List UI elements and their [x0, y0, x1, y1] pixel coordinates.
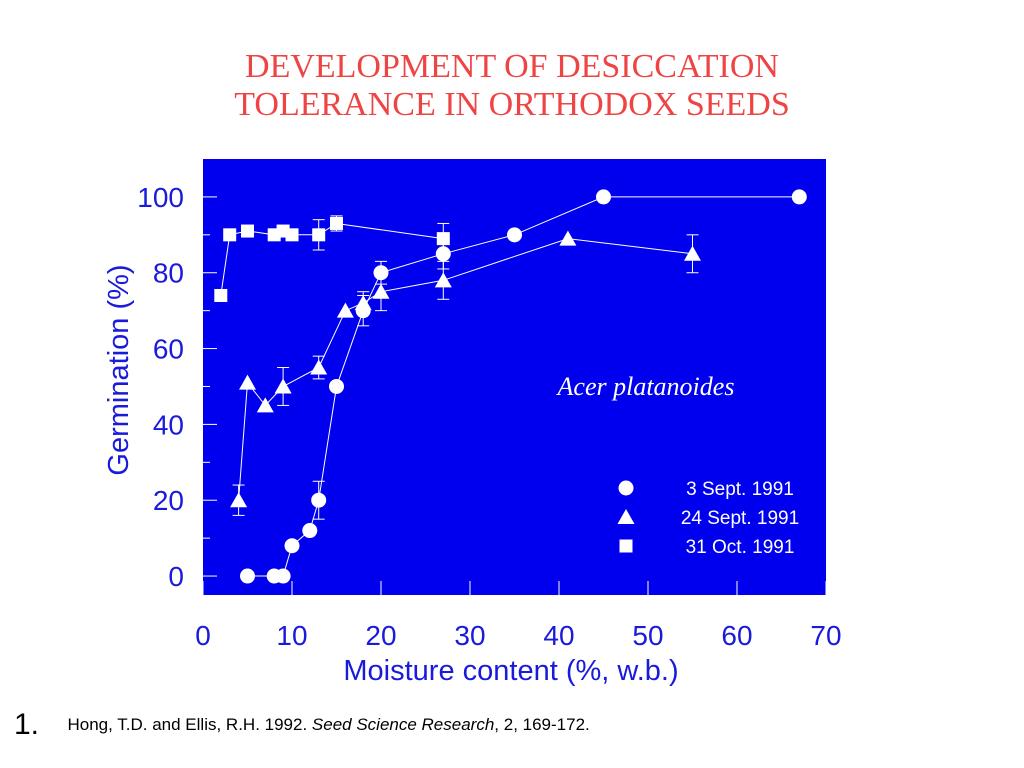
data-point-square — [312, 228, 326, 242]
data-point-circle — [284, 538, 300, 554]
data-point-triangle — [354, 295, 372, 311]
axes-layer: 0 20 40 60 80 100 0 10 20 30 40 50 60 70 — [137, 182, 841, 651]
y-tick-label: 20 — [153, 485, 184, 516]
data-point-triangle — [559, 230, 577, 246]
data-point-triangle — [239, 374, 256, 390]
citation-authors: Hong, T.D. and Ellis, R.H. 1992. — [67, 715, 312, 734]
y-tick-label: 100 — [137, 182, 184, 213]
x-tick-label: 40 — [543, 620, 574, 651]
y-tick-label: 0 — [168, 561, 184, 592]
data-point-square — [223, 228, 237, 242]
data-point-square — [214, 288, 228, 302]
data-point-triangle — [230, 492, 248, 508]
data-point-triangle — [372, 283, 390, 299]
data-point-triangle — [434, 272, 452, 288]
x-axis-label: Moisture content (%, w.b.) — [343, 655, 678, 687]
legend-label: 31 Oct. 1991 — [686, 537, 795, 558]
legend-label: 3 Sept. 1991 — [686, 479, 794, 500]
y-tick-label: 80 — [153, 258, 184, 289]
data-point-circle — [240, 568, 255, 584]
citation-text: Hong, T.D. and Ellis, R.H. 1992. Seed Sc… — [67, 715, 589, 734]
citation-journal: Seed Science Research — [311, 715, 495, 734]
legend: 3 Sept. 1991 24 Sept. 1991 31 Oct. 1991 — [617, 479, 799, 558]
legend-marker-circle — [618, 480, 634, 496]
title-line-2: TOLERANCE IN ORTHODOX SEEDS — [234, 86, 790, 123]
data-point-square — [330, 216, 343, 230]
data-point-triangle — [274, 378, 292, 394]
data-point-circle — [275, 568, 291, 584]
data-point-square — [241, 224, 254, 238]
data-point-circle — [596, 189, 611, 205]
germination-chart: 0 20 40 60 80 100 0 10 20 30 40 50 60 70 Acer platano… — [103, 159, 842, 687]
x-tick-label: 60 — [721, 620, 752, 651]
citation-number: 1. — [14, 708, 40, 741]
data-point-triangle — [336, 302, 354, 318]
data-point-triangle — [310, 359, 328, 375]
legend-marker-square — [619, 539, 633, 553]
page-title: DEVELOPMENT OF DESICCATION TOLERANCE IN … — [0, 48, 1024, 124]
series-layer — [214, 189, 807, 584]
data-point-circle — [311, 492, 327, 508]
citation: 1. Hong, T.D. and Ellis, R.H. 1992. Seed… — [14, 708, 1014, 742]
x-tick-label: 20 — [365, 620, 396, 651]
title-line-1: DEVELOPMENT OF DESICCATION — [245, 48, 779, 85]
x-tick-label: 0 — [195, 620, 211, 651]
y-tick-label: 60 — [153, 334, 184, 365]
y-tick-label: 40 — [153, 409, 184, 440]
legend-label: 24 Sept. 1991 — [681, 508, 799, 529]
data-point-triangle — [684, 245, 701, 261]
x-tick-label: 50 — [632, 620, 663, 651]
data-point-circle — [507, 227, 522, 243]
series-triangle — [230, 230, 701, 516]
data-point-circle — [302, 523, 318, 539]
y-axis-label: Germination (%) — [103, 264, 135, 475]
x-tick-label: 30 — [454, 620, 485, 651]
data-point-square — [436, 232, 450, 246]
data-point-circle — [791, 189, 807, 205]
series-circle — [240, 189, 807, 584]
x-tick-label: 10 — [276, 620, 307, 651]
legend-marker-triangle — [617, 509, 635, 524]
x-tick-label: 70 — [810, 620, 841, 651]
data-point-square — [285, 228, 299, 242]
species-annotation: Acer platanoides — [556, 372, 735, 401]
series-square — [214, 215, 450, 302]
data-point-circle — [329, 378, 344, 394]
data-point-triangle — [256, 397, 274, 413]
citation-details: , 2, 169-172. — [494, 715, 590, 734]
